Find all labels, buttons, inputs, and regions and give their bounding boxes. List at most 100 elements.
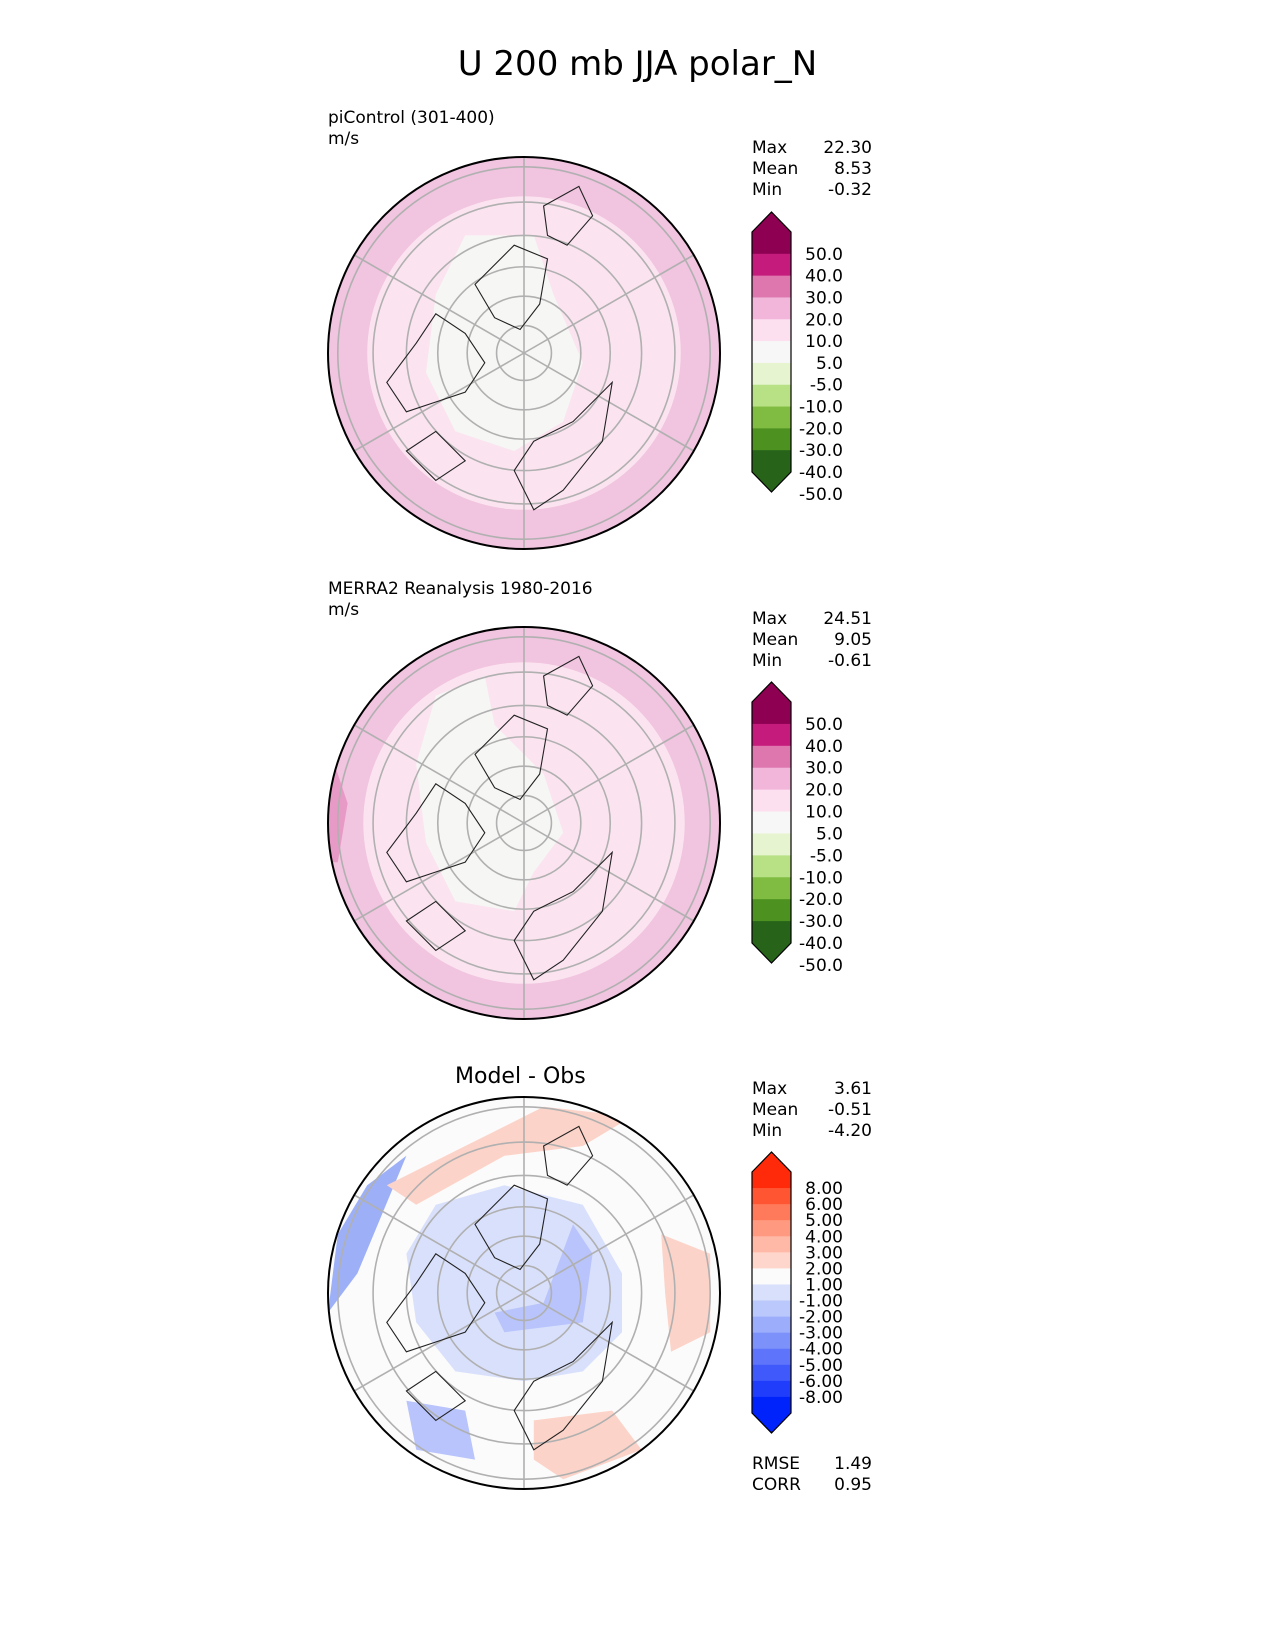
field-layer-2 xyxy=(328,627,720,1019)
corr-label: CORR xyxy=(752,1475,801,1495)
coastline xyxy=(513,1320,614,1451)
colorbar-segment xyxy=(752,723,791,747)
colorbar-tick-label: -5.0 xyxy=(810,376,843,396)
colorbar-tick-label: -40.0 xyxy=(799,463,843,483)
coastlines-2 xyxy=(386,655,614,981)
colorbar-segment xyxy=(752,745,791,769)
panel-1-units: m/s xyxy=(328,129,360,149)
colorbar-segment xyxy=(752,877,791,900)
colorbar-tick-label: 10.0 xyxy=(805,803,843,823)
panel-2-max-label: Max xyxy=(752,609,788,629)
colorbar-extend-min xyxy=(752,472,791,492)
colorbar-segment xyxy=(752,921,791,944)
coastlines-3 xyxy=(386,1125,614,1451)
panel-1-label: piControl (301-400) xyxy=(328,108,495,128)
colorbar-tick-label: 5.00 xyxy=(805,1211,843,1231)
colorbar-tick-label: -10.0 xyxy=(799,868,843,888)
colorbar-extend-max xyxy=(752,1152,791,1172)
colorbar-tick-label: -30.0 xyxy=(799,441,843,461)
colorbar-outline xyxy=(751,1151,792,1434)
coastline xyxy=(386,313,486,413)
colorbar-tick-label: 6.00 xyxy=(805,1195,843,1215)
coastline xyxy=(386,783,486,883)
map-boundary xyxy=(327,1096,721,1490)
colorbar-segment xyxy=(752,341,791,364)
panel-3-max-label: Max xyxy=(752,1079,788,1099)
colorbar-tick-label: 30.0 xyxy=(805,288,843,308)
colorbar-tick-label: 4.00 xyxy=(805,1227,843,1247)
coastline xyxy=(405,900,467,952)
panel-2-min-label: Min xyxy=(752,651,783,671)
panel-1-mean-label: Mean xyxy=(752,159,799,179)
colorbar-tick-label: -1.00 xyxy=(799,1292,843,1312)
region-1-3 xyxy=(661,1234,711,1352)
panel-3-mean-label: Mean xyxy=(752,1100,799,1120)
coastline xyxy=(543,185,594,246)
meridian-line xyxy=(353,254,695,452)
colorbar-tick-label: 5.0 xyxy=(816,354,843,374)
colorbar-tick-label: 40.0 xyxy=(805,267,843,287)
colorbar-tick-label: -20.0 xyxy=(799,419,843,439)
panel-3-max-value: 3.61 xyxy=(834,1079,872,1099)
colorbar-segment xyxy=(752,1268,791,1285)
colorbar-segment xyxy=(752,1172,791,1189)
panel-2-mean-label: Mean xyxy=(752,630,799,650)
colorbar-outline xyxy=(751,211,792,493)
colorbar-tick-label: -30.0 xyxy=(799,912,843,932)
coastline xyxy=(543,1125,594,1186)
rmse-value: 1.49 xyxy=(834,1454,872,1474)
meridian-line xyxy=(353,724,695,922)
coastline xyxy=(474,714,549,801)
coastline xyxy=(513,850,614,981)
region-1-3 xyxy=(533,1410,642,1480)
map-boundary xyxy=(327,156,721,550)
colorbar-extend-max xyxy=(752,682,791,702)
colorbar-tick-label: 20.0 xyxy=(805,781,843,801)
coastline xyxy=(513,380,614,511)
colorbar-segment xyxy=(752,297,791,320)
colorbar-tick-label: -50.0 xyxy=(799,956,843,976)
colorbar-segment xyxy=(752,1300,791,1318)
colorbar-tick-label: -40.0 xyxy=(799,934,843,954)
panel-1-min-value: -0.32 xyxy=(828,180,872,200)
colorbar-segment xyxy=(752,428,791,451)
region-neg3-neg2 xyxy=(406,1400,475,1460)
panel-1-min-label: Min xyxy=(752,180,783,200)
figure-title: U 200 mb JJA polar_N xyxy=(457,44,818,84)
panel-2-min-value: -0.61 xyxy=(828,651,872,671)
colorbar-segment xyxy=(752,1236,791,1253)
panel-1-mean-value: 8.53 xyxy=(834,159,872,179)
colorbar-segment xyxy=(752,1220,791,1237)
colorbar-tick-label: 1.00 xyxy=(805,1275,843,1295)
panel-3-title: Model - Obs xyxy=(455,1064,586,1089)
panel-1-max-value: 22.30 xyxy=(823,138,872,158)
coastlines-1 xyxy=(386,185,614,511)
panel-3-min-label: Min xyxy=(752,1121,783,1141)
colorbar-segment xyxy=(752,362,791,386)
panel-2-units: m/s xyxy=(328,600,360,620)
colorbar-tick-label: 8.00 xyxy=(805,1179,843,1199)
colorbar-outline xyxy=(751,681,792,964)
colorbar-tick-label: 10.0 xyxy=(805,332,843,352)
colorbar-tick-label: 20.0 xyxy=(805,310,843,330)
colorbar-tick-label: -6.00 xyxy=(799,1372,843,1392)
colorbar-tick-label: -3.00 xyxy=(799,1324,843,1344)
colorbar-segment xyxy=(752,767,791,791)
polar-map-2 xyxy=(327,626,721,1020)
colorbar-segment xyxy=(752,1348,791,1366)
colorbar-tick-label: -10.0 xyxy=(799,398,843,418)
colorbar-segment xyxy=(752,384,791,408)
colorbar-segment xyxy=(752,253,791,277)
colorbar-tick-label: 50.0 xyxy=(805,245,843,265)
coastline xyxy=(474,244,549,331)
colorbar-segment xyxy=(752,833,791,856)
colorbar-segment xyxy=(752,1396,791,1414)
graticule-2 xyxy=(336,627,711,1019)
colorbar-tick-label: -50.0 xyxy=(799,485,843,505)
colorbar-tick-label: -2.00 xyxy=(799,1308,843,1328)
colorbar-segment xyxy=(752,275,791,298)
coastline xyxy=(474,1184,549,1271)
colorbar-segment xyxy=(752,1284,791,1302)
coastline xyxy=(405,430,467,482)
colorbar-1: 50.040.030.020.010.05.0-5.0-10.0-20.0-30… xyxy=(751,211,843,505)
